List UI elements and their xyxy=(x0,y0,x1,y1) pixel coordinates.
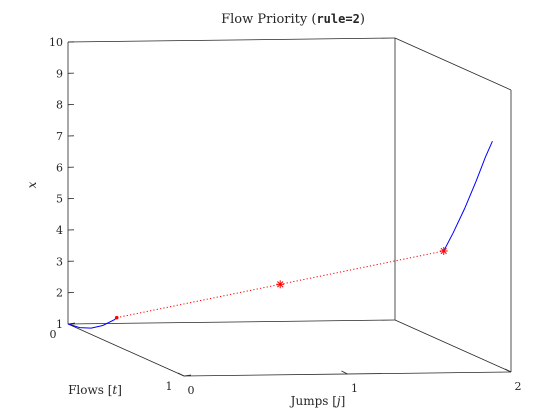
box-edge-right-floor xyxy=(394,319,512,373)
x-tick xyxy=(504,368,512,373)
data-series xyxy=(67,141,493,329)
chart-title: Flow Priority (rule=2) xyxy=(221,12,365,27)
y-axis-label: Flows [t] xyxy=(68,383,122,397)
x-tick xyxy=(177,372,185,377)
z-axis-label: x xyxy=(25,181,39,188)
box-edge-right-top xyxy=(394,37,512,91)
x-axis-label: Jumps [j] xyxy=(289,394,346,408)
x-tick-label: 2 xyxy=(515,380,522,393)
z-tick-label: 9 xyxy=(56,67,63,80)
z-tick-label: 6 xyxy=(56,161,63,174)
y-tick xyxy=(183,374,192,377)
jump-marker xyxy=(276,280,285,289)
z-tick-label: 7 xyxy=(56,130,63,143)
y-tick xyxy=(67,322,76,325)
z-tick-label: 8 xyxy=(56,99,63,112)
y-tick-label: 0 xyxy=(50,328,57,341)
z-tick-label: 4 xyxy=(56,224,63,237)
x-tick xyxy=(341,370,348,375)
jump-marker-stroke xyxy=(440,247,447,255)
flow-line-2 xyxy=(443,141,493,252)
axes-box xyxy=(67,37,512,377)
box-edge-back-top xyxy=(67,37,396,43)
jump-marker xyxy=(439,246,448,255)
z-tick-label: 5 xyxy=(56,193,63,206)
box-edge-back-floor xyxy=(67,319,396,325)
x-tick-label: 1 xyxy=(351,382,358,395)
box-edge-left-floor xyxy=(67,323,185,377)
z-tick-label: 10 xyxy=(49,36,63,49)
x-tick-label: 0 xyxy=(188,384,195,397)
jump-marker-stroke xyxy=(277,281,284,288)
z-tick-label: 2 xyxy=(56,287,63,300)
jump-start-dot xyxy=(114,315,119,320)
z-tick-label: 3 xyxy=(56,255,63,268)
y-tick-label: 1 xyxy=(166,380,173,393)
flow-line-0 xyxy=(67,317,118,329)
z-tick-label: 1 xyxy=(56,318,63,331)
